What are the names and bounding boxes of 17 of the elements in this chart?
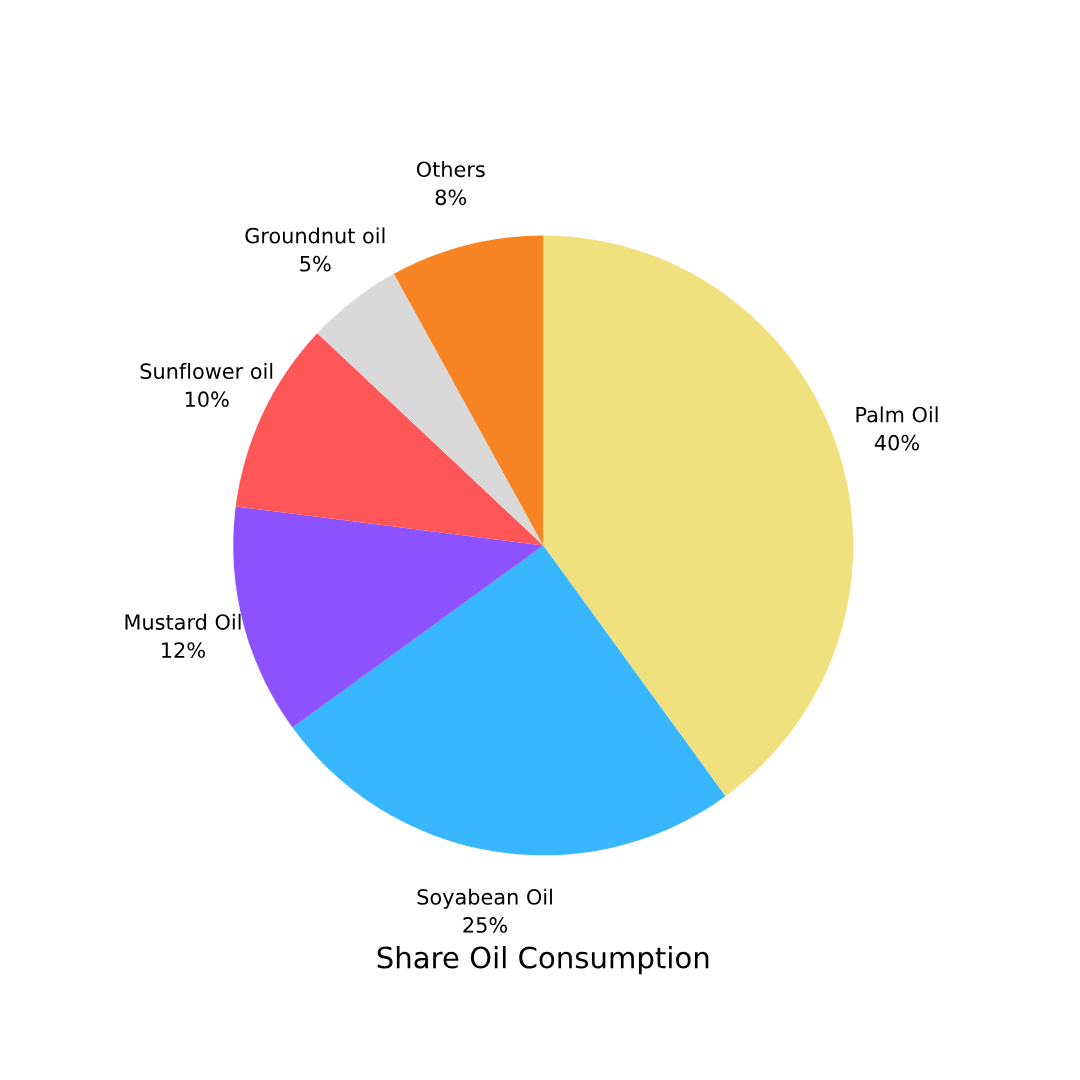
slice-label: Others xyxy=(416,161,485,178)
data-label: 40% xyxy=(874,434,919,451)
slice-label: Sunflower oil xyxy=(140,362,273,380)
pie-slice xyxy=(543,235,854,797)
slice-label: Mustard Oil xyxy=(125,613,241,630)
pie-slice xyxy=(393,235,544,546)
data-label: 10% xyxy=(185,391,229,408)
text: Share Oil Consumption xyxy=(377,946,709,975)
pie-slice xyxy=(317,273,544,546)
data-label: 25% xyxy=(463,917,508,933)
data-label: 5% xyxy=(300,255,331,272)
slice-label: Palm Oil xyxy=(856,406,938,423)
slice-label: Groundnut oil xyxy=(245,227,385,244)
slice-label: Soyabean Oil xyxy=(417,888,552,909)
data-label: 12% xyxy=(162,642,205,658)
pie-slice xyxy=(292,545,726,856)
data-label: 8% xyxy=(435,189,467,206)
